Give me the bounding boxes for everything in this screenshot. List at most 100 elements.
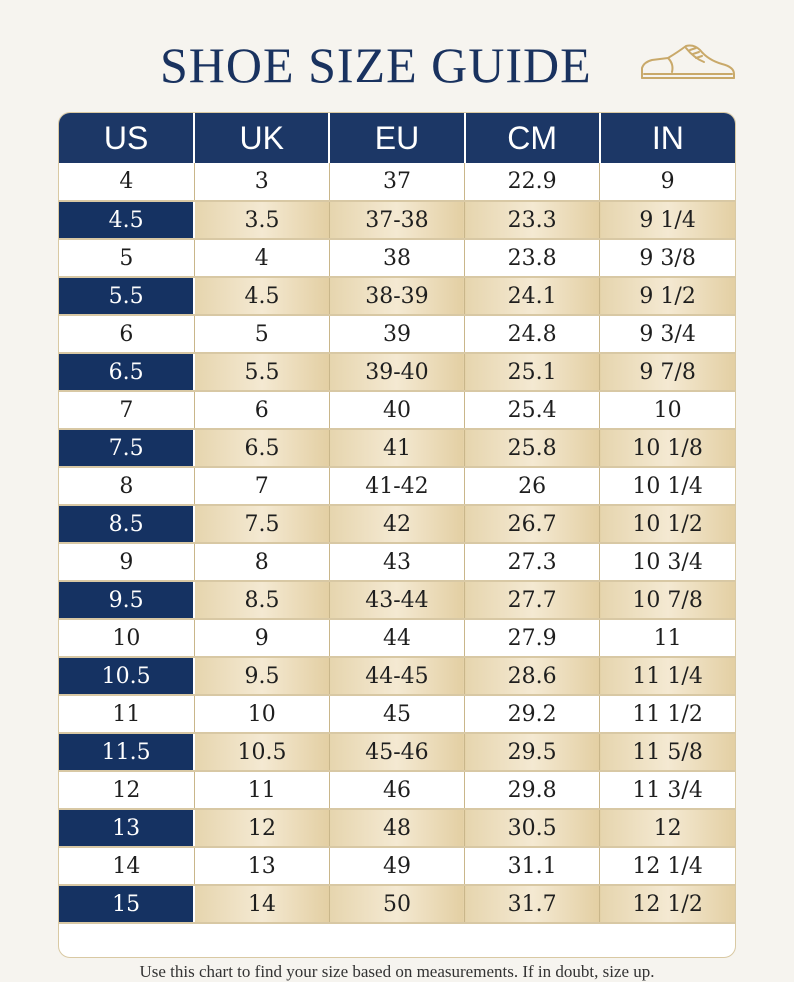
cell-in: 9 7/8 [599,353,735,392]
cell-us: 13 [59,809,196,848]
cell-cm: 31.7 [464,885,601,924]
cell-in: 11 5/8 [599,733,735,772]
cell-in: 11 [599,619,735,658]
cell-cm: 26 [464,467,601,506]
cell-eu: 49 [329,847,466,886]
table-row: 9.5 8.5 43-44 27.7 10 7/8 [59,581,735,620]
table-header-row: US UK EU CM IN [59,113,735,163]
cell-us: 6 [59,315,195,354]
cell-in: 9 3/4 [599,315,735,354]
cell-eu: 44-45 [329,657,466,696]
cell-in: 12 [599,809,735,848]
cell-cm: 29.8 [464,771,601,810]
cell-us: 5.5 [59,277,196,316]
table-row: 5 4 38 23.8 9 3/8 [59,239,735,278]
cell-uk: 8.5 [194,581,330,620]
cell-cm: 27.3 [464,543,601,582]
column-header-uk: UK [194,113,331,163]
cell-cm: 27.7 [464,581,601,620]
cell-us: 10.5 [59,657,196,696]
cell-eu: 48 [329,809,466,848]
cell-us: 7.5 [59,429,196,468]
cell-uk: 11 [194,771,330,810]
cell-eu: 37-38 [329,201,466,240]
cell-cm: 23.3 [464,201,601,240]
cell-uk: 13 [194,847,330,886]
cell-uk: 6 [194,391,330,430]
cell-us: 9.5 [59,581,196,620]
cell-uk: 3 [194,163,330,202]
table-row: 11.5 10.5 45-46 29.5 11 5/8 [59,733,735,772]
table-row: 13 12 48 30.5 12 [59,809,735,848]
table-row: 12 11 46 29.8 11 3/4 [59,771,735,810]
cell-cm: 25.4 [464,391,601,430]
cell-uk: 3.5 [194,201,330,240]
cell-uk: 5.5 [194,353,330,392]
cell-eu: 46 [329,771,466,810]
cell-uk: 10 [194,695,330,734]
cell-eu: 41 [329,429,466,468]
cell-uk: 8 [194,543,330,582]
cell-us: 14 [59,847,195,886]
cell-eu: 45-46 [329,733,466,772]
page-header: SHOE SIZE GUIDE [0,30,794,100]
table-row: 6.5 5.5 39-40 25.1 9 7/8 [59,353,735,392]
table-row: 5.5 4.5 38-39 24.1 9 1/2 [59,277,735,316]
cell-in: 9 1/2 [599,277,735,316]
table-row: 4.5 3.5 37-38 23.3 9 1/4 [59,201,735,240]
cell-eu: 38 [329,239,466,278]
cell-us: 7 [59,391,195,430]
cell-cm: 25.8 [464,429,601,468]
cell-in: 11 1/4 [599,657,735,696]
cell-uk: 7.5 [194,505,330,544]
cell-eu: 43-44 [329,581,466,620]
cell-eu: 43 [329,543,466,582]
cell-in: 9 3/8 [599,239,735,278]
dress-shoe-icon [641,44,735,79]
cell-cm: 24.1 [464,277,601,316]
cell-us: 15 [59,885,196,924]
cell-uk: 5 [194,315,330,354]
cell-eu: 42 [329,505,466,544]
size-table: US UK EU CM IN 4 3 37 22.9 9 4.5 3.5 37-38 23.3 9… [59,113,735,924]
cell-us: 4.5 [59,201,196,240]
cell-us: 4 [59,163,195,202]
cell-cm: 27.9 [464,619,601,658]
cell-eu: 39-40 [329,353,466,392]
cell-cm: 25.1 [464,353,601,392]
cell-uk: 6.5 [194,429,330,468]
size-table-container: US UK EU CM IN 4 3 37 22.9 9 4.5 3.5 37-38 23.3 9… [58,112,736,958]
cell-eu: 44 [329,619,466,658]
cell-cm: 31.1 [464,847,601,886]
cell-cm: 24.8 [464,315,601,354]
cell-in: 10 1/4 [599,467,735,506]
cell-uk: 14 [194,885,330,924]
cell-eu: 40 [329,391,466,430]
table-row: 9 8 43 27.3 10 3/4 [59,543,735,582]
table-row: 6 5 39 24.8 9 3/4 [59,315,735,354]
table-row: 14 13 49 31.1 12 1/4 [59,847,735,886]
cell-us: 8.5 [59,505,196,544]
table-row: 10.5 9.5 44-45 28.6 11 1/4 [59,657,735,696]
page-title: SHOE SIZE GUIDE [160,37,592,93]
column-header-cm: CM [464,113,601,163]
cell-eu: 45 [329,695,466,734]
cell-cm: 29.5 [464,733,601,772]
cell-us: 11.5 [59,733,196,772]
cell-uk: 4.5 [194,277,330,316]
table-row: 4 3 37 22.9 9 [59,163,735,202]
cell-in: 10 1/8 [599,429,735,468]
cell-us: 8 [59,467,195,506]
cell-eu: 38-39 [329,277,466,316]
cell-us: 10 [59,619,195,658]
cell-uk: 7 [194,467,330,506]
cell-eu: 50 [329,885,466,924]
cell-us: 6.5 [59,353,196,392]
cell-in: 10 1/2 [599,505,735,544]
cell-uk: 9.5 [194,657,330,696]
cell-cm: 29.2 [464,695,601,734]
column-header-eu: EU [329,113,466,163]
cell-us: 5 [59,239,195,278]
cell-in: 9 1/4 [599,201,735,240]
cell-us: 9 [59,543,195,582]
